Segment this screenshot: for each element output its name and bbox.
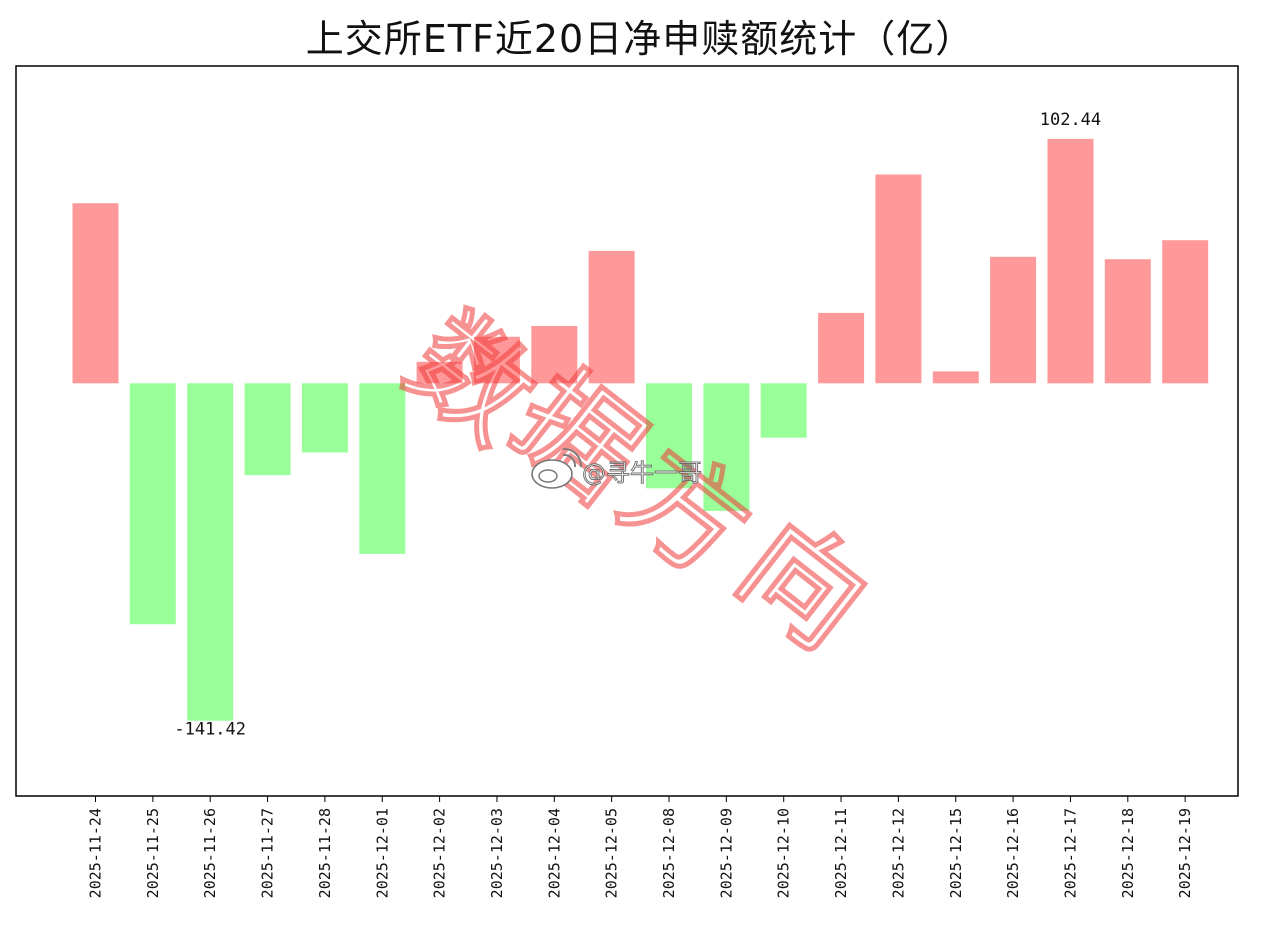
x-tick-label: 2025-12-08 <box>660 808 678 898</box>
bar-2025-11-24 <box>72 203 119 384</box>
bars-layer <box>72 138 1209 721</box>
bar-2025-12-15 <box>932 371 979 384</box>
chart-title: 上交所ETF近20日净申赎额统计（亿） <box>305 17 975 61</box>
x-tick-label: 2025-12-17 <box>1061 808 1079 898</box>
bar-2025-11-25 <box>129 383 176 625</box>
x-tick-label: 2025-11-27 <box>259 808 277 898</box>
bar-2025-12-02 <box>416 361 463 384</box>
x-tick-label: 2025-11-26 <box>201 808 219 898</box>
x-tick-label: 2025-12-18 <box>1119 808 1137 898</box>
bar-2025-12-08 <box>646 383 692 489</box>
bar-2025-12-09 <box>703 383 750 511</box>
x-tick-label: 2025-12-09 <box>717 808 735 898</box>
bar-2025-11-26 <box>187 383 234 721</box>
bar-2025-12-01 <box>359 383 406 554</box>
bar-2025-12-05 <box>588 250 635 384</box>
x-tick-label: 2025-11-28 <box>316 808 334 898</box>
bar-2025-11-28 <box>301 383 348 453</box>
data-label-2025-12-17: 102.44 <box>1040 110 1101 130</box>
bar-2025-12-19 <box>1162 240 1209 384</box>
bar-2025-12-16 <box>990 256 1037 384</box>
weibo-icon <box>531 448 582 489</box>
weibo-watermark: @寻牛一哥 <box>531 448 703 489</box>
x-tick-label: 2025-12-11 <box>832 808 850 898</box>
x-tick-label: 2025-12-04 <box>545 808 563 898</box>
weibo-handle: @寻牛一哥 <box>582 459 702 487</box>
bar-2025-12-11 <box>818 312 865 384</box>
x-tick-label: 2025-12-02 <box>431 808 449 898</box>
plot-frame <box>15 65 1239 797</box>
bar-2025-12-18 <box>1104 259 1151 384</box>
bar-2025-12-04 <box>531 326 578 384</box>
bar-2025-12-12 <box>875 174 922 384</box>
x-tick-label: 2025-11-25 <box>144 808 162 898</box>
x-tick-label: 2025-12-12 <box>889 808 907 898</box>
x-axis-ticks: 2025-11-24 2025-11-25 2025-11-26 2025-11-27… <box>87 796 1194 898</box>
bar-2025-12-17 <box>1047 138 1094 384</box>
x-tick-label: 2025-12-15 <box>947 808 965 898</box>
x-tick-label: 2025-12-03 <box>488 808 506 898</box>
data-label-2025-11-26: -141.42 <box>174 720 246 740</box>
x-tick-label: 2025-12-10 <box>775 808 793 898</box>
bar-2025-11-27 <box>244 383 291 476</box>
x-tick-label: 2025-11-24 <box>87 808 105 898</box>
bar-2025-12-10 <box>760 383 807 438</box>
x-tick-label: 2025-12-05 <box>603 808 621 898</box>
x-tick-label: 2025-12-16 <box>1004 808 1022 898</box>
x-tick-label: 2025-12-01 <box>373 808 391 898</box>
annotations-layer: 102.44 -141.42 <box>174 110 1101 740</box>
bar-2025-12-03 <box>473 336 520 384</box>
x-tick-label: 2025-12-19 <box>1176 808 1194 898</box>
